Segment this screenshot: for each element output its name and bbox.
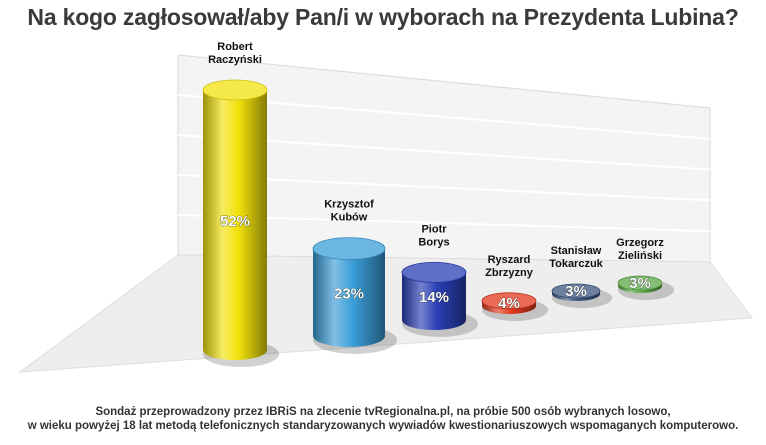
bar-group: 3% Stanisław Tokarczuk bbox=[549, 245, 612, 308]
bar bbox=[402, 272, 466, 330]
bar-top bbox=[202, 79, 268, 101]
chart-title: Na kogo zagłosował/aby Pan/i w wyborach … bbox=[27, 4, 739, 30]
floor bbox=[18, 254, 753, 373]
bar-group: 52% Robert Raczyński bbox=[202, 41, 279, 367]
bar-top bbox=[481, 292, 537, 310]
bars-group: 52% Robert Raczyński 23% Krzysztof Kubów 14% Pi… bbox=[202, 41, 674, 367]
value-label: 3% bbox=[565, 283, 587, 300]
value-label: 52% bbox=[220, 213, 250, 230]
bar-group: 4% Ryszard Zbrzyzny bbox=[481, 254, 548, 321]
bar-group: 14% Piotr Borys bbox=[401, 223, 478, 337]
bar-group: 23% Krzysztof Kubów bbox=[312, 199, 397, 354]
bar-group: 3% Grzegorz Zieliński bbox=[616, 237, 674, 300]
value-label: 4% bbox=[498, 295, 520, 312]
bar bbox=[203, 90, 267, 360]
value-label: 23% bbox=[334, 285, 364, 302]
footnote-line-2: w wieku powyżej 18 lat metodą telefonicz… bbox=[27, 420, 739, 432]
bar-top bbox=[401, 261, 467, 283]
bar-top bbox=[312, 237, 386, 261]
footnote-line-1: Sondaż przeprowadzony przez IBRiS na zle… bbox=[95, 406, 671, 418]
value-label: 3% bbox=[629, 275, 651, 292]
category-label: Robert Raczyński bbox=[208, 41, 262, 66]
bar-top bbox=[617, 275, 663, 291]
footnote: Sondaż przeprowadzony przez IBRiS na zle… bbox=[0, 405, 766, 433]
category-label: Grzegorz Zieliński bbox=[616, 237, 664, 262]
category-label: Krzysztof Kubów bbox=[324, 199, 374, 224]
bar bbox=[313, 248, 385, 347]
value-label: 14% bbox=[419, 289, 449, 306]
category-label: Ryszard Zbrzyzny bbox=[485, 254, 534, 279]
bar-chart: 52% Robert Raczyński 23% Krzysztof Kubów 14% Pi… bbox=[18, 41, 753, 373]
category-label: Piotr Borys bbox=[418, 223, 449, 248]
plot-background bbox=[18, 54, 753, 373]
bar-top bbox=[551, 283, 601, 299]
category-label: Stanisław Tokarczuk bbox=[549, 245, 603, 270]
